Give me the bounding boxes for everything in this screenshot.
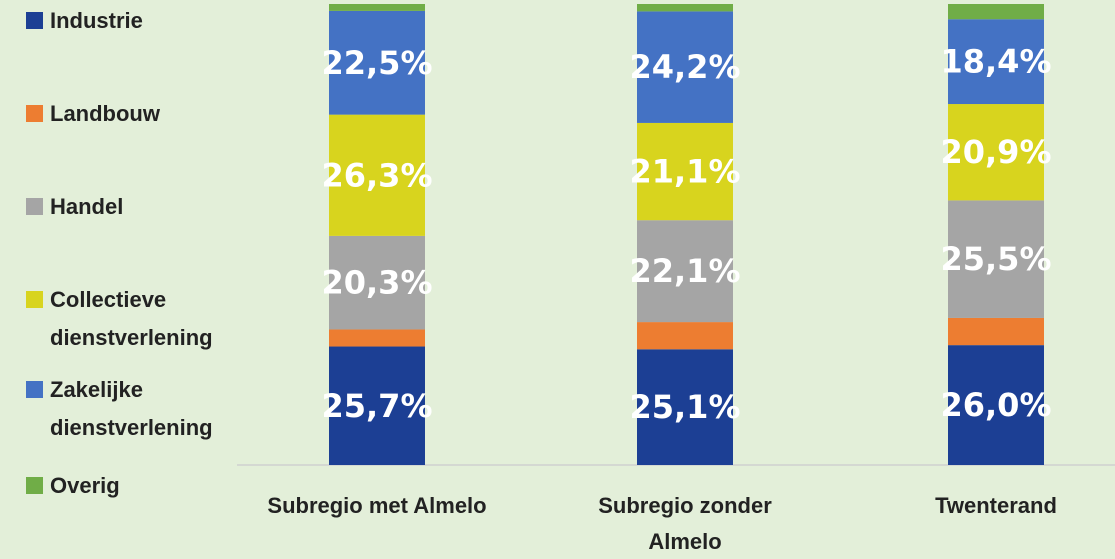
legend-swatch (26, 105, 43, 122)
legend-item: Industrie (26, 2, 266, 40)
legend-swatch (26, 381, 43, 398)
legend-swatch (26, 12, 43, 29)
bar-segment (637, 11, 733, 123)
x-tick-label: Subregio met Almelo (267, 493, 487, 518)
bar-segment (948, 104, 1044, 201)
legend-label: Industrie (50, 8, 143, 33)
bar-segment (329, 10, 425, 115)
bar-segment (329, 235, 425, 330)
legend-label: Handel (50, 194, 124, 219)
legend-swatch (26, 477, 43, 494)
data-label: 21,1% (629, 153, 740, 191)
bar-segment (948, 200, 1044, 318)
data-label: 25,1% (629, 388, 740, 426)
data-label: 20,9% (940, 133, 1051, 171)
legend-item: Landbouw (26, 95, 266, 133)
bar-segment (948, 317, 1044, 346)
bar-segment (329, 4, 425, 11)
bar-segment (329, 329, 425, 347)
bar-segment (329, 114, 425, 236)
x-tick-label: Subregio zonder Almelo (598, 493, 772, 554)
legend-label: Collectieve dienstverlening (50, 287, 213, 350)
legend-item: Collectieve dienstverlening (26, 281, 266, 357)
x-tick-label: Twenterand (935, 493, 1057, 518)
data-label: 18,4% (940, 43, 1051, 81)
legend-label: Landbouw (50, 101, 160, 126)
bar-segment (329, 346, 425, 465)
legend-label: Zakelijke dienstverlening (50, 377, 213, 440)
data-label: 26,3% (321, 156, 432, 194)
bar-segment (637, 349, 733, 465)
legend-item: Handel (26, 188, 266, 226)
data-label: 25,7% (321, 387, 432, 425)
legend-swatch (26, 291, 43, 308)
bar-segment (637, 322, 733, 350)
data-label: 26,0% (940, 386, 1051, 424)
bar-segment (948, 4, 1044, 20)
legend-label: Overig (50, 473, 120, 498)
bar-segment (637, 122, 733, 221)
data-label: 20,3% (321, 264, 432, 302)
bar-segment (637, 220, 733, 323)
data-label: 24,2% (629, 48, 740, 86)
bar-segment (637, 4, 733, 12)
legend-swatch (26, 198, 43, 215)
bar-segment (948, 19, 1044, 105)
bar-segment (948, 345, 1044, 465)
data-label: 22,1% (629, 252, 740, 290)
data-label: 22,5% (321, 44, 432, 82)
legend-item: Overig (26, 467, 266, 505)
legend-item: Zakelijke dienstverlening (26, 371, 266, 447)
data-label: 25,5% (940, 240, 1051, 278)
